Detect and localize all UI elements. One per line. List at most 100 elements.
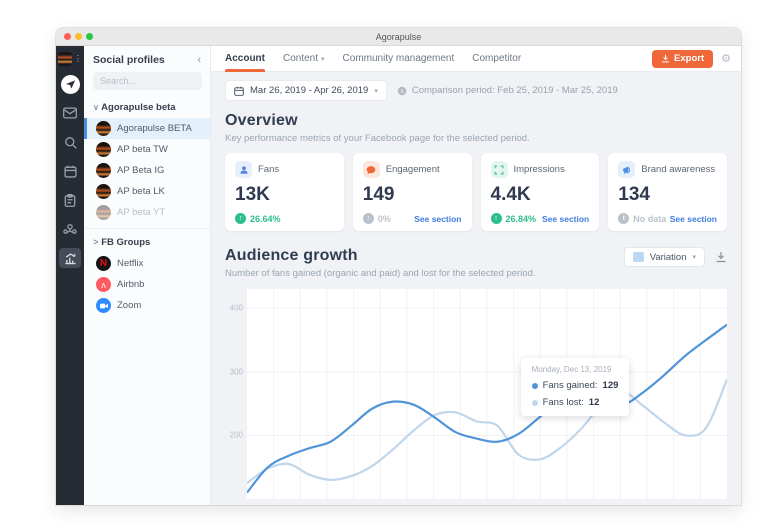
top-nav: Account Content ▾ Community management Co… xyxy=(211,46,741,72)
trend-up-icon: ↑ xyxy=(235,213,246,224)
overview-title: Overview xyxy=(225,112,298,129)
close-window-button[interactable] xyxy=(64,33,71,40)
stats-chart-icon[interactable] xyxy=(59,248,81,268)
fans-icon xyxy=(235,161,252,178)
chevron-down-icon: ▾ xyxy=(374,87,378,95)
date-range-picker[interactable]: Mar 26, 2019 - Apr 26, 2019 ▾ xyxy=(225,80,387,101)
profile-name: AP Beta IG xyxy=(117,165,165,176)
airbnb-avatar: ʌ xyxy=(96,277,111,292)
info-icon: i xyxy=(618,213,630,224)
comparison-text: Comparison period: Feb 25, 2019 - Mar 25… xyxy=(411,85,618,96)
trend-up-icon: ↑ xyxy=(490,213,502,224)
tooltip-date: Monday, Dec 13, 2019 xyxy=(531,365,612,375)
variation-dropdown[interactable]: Variation ▾ xyxy=(623,247,705,267)
comparison-period: i Comparison period: Feb 25, 2019 - Mar … xyxy=(397,85,618,96)
tab-competitor[interactable]: Competitor xyxy=(472,53,522,64)
window-title: Agorapulse xyxy=(375,31,422,42)
kpi-card-brand-awareness: Brand awareness 134 i No data See sectio… xyxy=(608,153,727,231)
minimize-window-button[interactable] xyxy=(75,33,82,40)
chevron-down-icon: ▾ xyxy=(321,55,325,63)
sidebar-item-ap-beta-lk[interactable]: AP beta LK xyxy=(84,181,210,202)
y-tick-label: 400 xyxy=(229,303,243,313)
search-input[interactable] xyxy=(93,72,202,90)
inbox-icon[interactable] xyxy=(59,103,81,123)
tab-account[interactable]: Account xyxy=(225,46,265,72)
netflix-avatar: N xyxy=(96,256,111,271)
date-range-value: Mar 26, 2019 - Apr 26, 2019 xyxy=(250,85,369,96)
y-tick-label: 300 xyxy=(229,367,243,377)
sidebar-item-airbnb[interactable]: ʌ Airbnb xyxy=(84,274,210,295)
y-axis-labels: 200 300 400 xyxy=(225,289,247,499)
fans-people-icon[interactable] xyxy=(59,219,81,239)
kpi-label: Brand awareness xyxy=(641,164,716,175)
divider xyxy=(84,228,210,229)
variation-value: Variation xyxy=(649,251,687,263)
audience-growth-title: Audience growth xyxy=(225,247,358,264)
profile-name: Netflix xyxy=(117,258,144,269)
kpi-change-badge: ↑ 26.64% xyxy=(235,213,281,224)
profile-avatar xyxy=(96,184,111,199)
kpi-value: 134 xyxy=(618,184,650,205)
agorapulse-logo-icon[interactable] xyxy=(60,75,80,94)
chart-tooltip: Monday, Dec 13, 2019 Fans gained: 129 Fa… xyxy=(520,358,630,417)
titlebar: Agorapulse xyxy=(56,28,741,46)
social-profiles-sidebar: Social profiles ‹ ∨ Agorapulse beta Agor… xyxy=(84,46,211,505)
profile-avatar xyxy=(96,142,111,157)
fb-groups-header[interactable]: > FB Groups xyxy=(84,233,210,253)
chart-plot-area[interactable]: Monday, Dec 13, 2019 Fans gained: 129 Fa… xyxy=(247,289,727,499)
sidebar-item-ap-beta-ig[interactable]: AP Beta IG xyxy=(84,160,210,181)
gear-icon[interactable]: ⚙ xyxy=(721,52,731,65)
impressions-icon xyxy=(490,161,508,178)
svg-text:i: i xyxy=(401,89,403,95)
sidebar-item-ap-beta-yt[interactable]: AP beta YT xyxy=(84,202,210,223)
fans-lost-dot xyxy=(531,399,538,406)
see-section-link[interactable]: See section xyxy=(542,214,590,224)
download-chart-icon[interactable] xyxy=(715,251,727,263)
tooltip-fans-lost: Fans lost: 12 xyxy=(531,397,619,408)
kpi-label: Fans xyxy=(258,164,280,175)
see-section-link[interactable]: See section xyxy=(414,214,462,224)
reports-clipboard-icon[interactable] xyxy=(59,190,81,210)
see-section-link[interactable]: See section xyxy=(669,214,717,224)
kpi-card-impressions: Impressions 4.4K ↑ 26.84% See section xyxy=(480,153,600,231)
chart-type-icon xyxy=(632,252,644,262)
kpi-label: Engagement xyxy=(385,164,440,175)
sidebar-item-zoom[interactable]: Zoom xyxy=(84,295,210,316)
zoom-window-button[interactable] xyxy=(86,33,93,40)
audience-chart-svg xyxy=(247,289,727,499)
profile-avatar xyxy=(96,163,111,178)
engagement-icon xyxy=(362,161,380,178)
chevron-down-icon: ▾ xyxy=(692,254,696,261)
profile-avatar-image xyxy=(58,52,72,66)
main-panel: Account Content ▾ Community management Co… xyxy=(211,46,741,505)
publishing-calendar-icon[interactable] xyxy=(59,161,81,181)
overview-subtitle: Key performance metrics of your Facebook… xyxy=(225,133,530,144)
listening-search-icon[interactable] xyxy=(59,132,81,152)
y-tick-label: 200 xyxy=(229,430,243,440)
sidebar-title: Social profiles xyxy=(93,54,165,66)
kpi-value: 149 xyxy=(362,184,395,205)
profile-name: Airbnb xyxy=(117,279,145,290)
profile-name: Agorapulse BETA xyxy=(117,123,192,134)
content-area: Mar 26, 2019 - Apr 26, 2019 ▾ i Comparis… xyxy=(211,72,741,505)
kpi-label: Impressions xyxy=(513,164,565,175)
info-icon: i xyxy=(397,86,407,95)
tab-content[interactable]: Content ▾ xyxy=(283,53,325,64)
rail-profile-avatar[interactable]: ⋮ xyxy=(58,52,82,66)
export-button[interactable]: Export xyxy=(652,49,714,68)
kpi-card-engagement: Engagement 149 ↑ 0% See section xyxy=(352,153,472,231)
app-window: Agorapulse ⋮ xyxy=(56,28,741,505)
sidebar-item-agorapulse-beta[interactable]: Agorapulse BETA xyxy=(84,118,210,139)
overview-section: Overview Key performance metrics of your… xyxy=(225,112,727,231)
calendar-icon xyxy=(234,86,244,96)
sidebar-item-netflix[interactable]: N Netflix xyxy=(84,253,210,274)
chevron-down-icon: ∨ xyxy=(93,103,99,112)
sidebar-item-ap-beta-tw[interactable]: AP beta TW xyxy=(84,139,210,160)
profile-group-header[interactable]: ∨ Agorapulse beta xyxy=(84,98,210,118)
sidebar-collapse-icon[interactable]: ‹ xyxy=(197,54,201,66)
chevron-right-icon: > xyxy=(93,237,99,248)
tooltip-fans-gained: Fans gained: 129 xyxy=(531,380,618,391)
audience-growth-chart: 200 300 400 Monday, Dec 13, 2019 Fans gain… xyxy=(225,289,727,499)
tab-community-management[interactable]: Community management xyxy=(342,53,455,64)
kpi-value: 13K xyxy=(235,184,270,205)
